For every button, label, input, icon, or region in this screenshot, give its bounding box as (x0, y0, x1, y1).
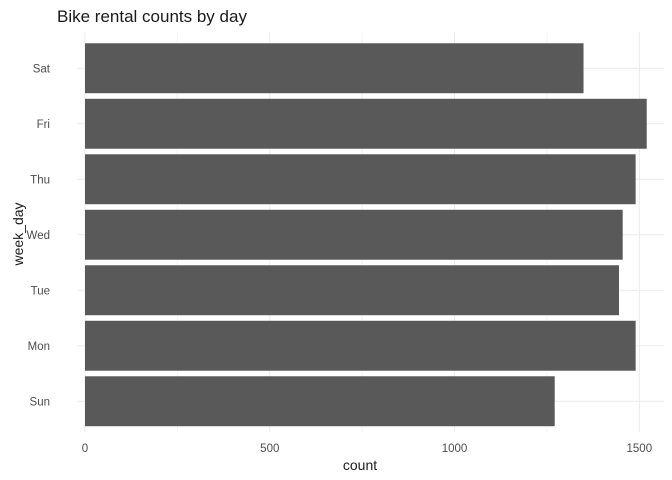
chart-title: Bike rental counts by day (57, 7, 247, 26)
y-tick-label-sun: Sun (30, 396, 50, 408)
bar-wed (85, 209, 623, 260)
bar-tue (85, 265, 620, 316)
y-tick-labels: Sun Mon Tue Wed Thu Fri Sat (27, 63, 51, 408)
x-tick-label: 0 (82, 443, 88, 455)
bar-sun (85, 376, 555, 427)
bars-layer (85, 43, 647, 427)
bar-fri (85, 98, 647, 149)
x-axis-title: count (343, 457, 377, 473)
y-tick-label-fri: Fri (37, 119, 50, 131)
y-tick-label-thu: Thu (30, 174, 50, 186)
y-tick-label-mon: Mon (28, 341, 50, 353)
x-tick-label: 1000 (442, 443, 468, 455)
y-axis-title: week_day (10, 202, 26, 266)
bar-sat (85, 43, 584, 94)
bar-mon (85, 320, 636, 371)
y-tick-label-tue: Tue (31, 285, 50, 297)
bar-thu (85, 154, 636, 205)
x-tick-label: 500 (260, 443, 279, 455)
x-tick-labels: 0 500 1000 1500 (82, 443, 652, 455)
x-tick-label: 1500 (627, 443, 653, 455)
y-tick-label-wed: Wed (27, 230, 50, 242)
y-tick-label-sat: Sat (33, 63, 51, 75)
